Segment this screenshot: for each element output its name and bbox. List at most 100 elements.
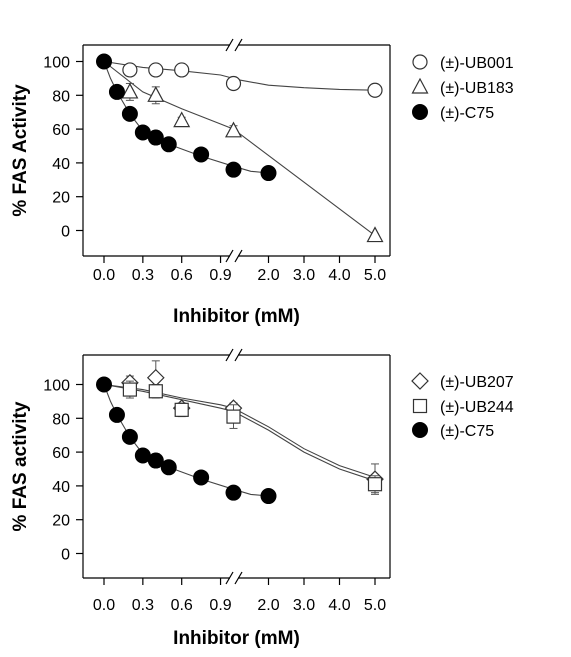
data-point <box>146 368 165 387</box>
legend-marker-circle-filled <box>412 422 428 438</box>
data-point <box>122 62 138 78</box>
data-point <box>260 165 277 182</box>
data-point <box>96 376 112 393</box>
data-point <box>122 382 138 397</box>
data-point <box>367 82 383 98</box>
legend: (±)-UB001 (±)-UB183 (±)-C75 <box>411 54 514 122</box>
axis-break-mark <box>225 348 234 362</box>
axis-break-mark <box>225 571 234 585</box>
axis-break-mark <box>234 571 243 585</box>
legend-marker-circle-open <box>412 54 428 70</box>
y-axis-title: % FAS Activity <box>10 84 31 217</box>
chart-1: 0 20 40 60 80 100 0.0 0.3 0.6 0.9 2.0 3.0 4.0 5.0 Inhi… <box>10 38 514 327</box>
legend-label: (±)-UB001 <box>440 55 514 72</box>
legend-label: (±)-C75 <box>440 423 494 440</box>
data-point <box>173 111 191 128</box>
legend-label: (±)-UB183 <box>440 80 514 97</box>
axis-break-mark <box>225 249 234 263</box>
data-point <box>121 428 138 445</box>
x-tick-label: 4.0 <box>328 267 350 284</box>
axis-break-mark <box>234 38 243 52</box>
series-diamond-open <box>103 360 384 495</box>
chart-2: 0 20 40 60 80 100 0.0 0.3 0.6 0.9 2.0 3.0 4.0 5.0 Inhi… <box>10 348 514 649</box>
data-point <box>108 83 125 100</box>
data-point <box>225 161 242 178</box>
fit-curve <box>103 383 376 478</box>
data-point <box>147 452 164 469</box>
data-point <box>174 402 189 417</box>
series-circle-open <box>96 53 383 98</box>
data-point <box>148 384 163 399</box>
y-tick-label: 100 <box>43 55 70 72</box>
series-square-open <box>103 380 383 494</box>
data-point <box>366 226 384 243</box>
y-tick-label: 80 <box>52 411 70 428</box>
data-point <box>147 86 165 102</box>
data-point <box>260 488 277 505</box>
fit-curve <box>103 383 376 482</box>
x-tick-label: 0.9 <box>209 597 231 614</box>
legend-marker-triangle-open <box>411 77 429 94</box>
legend: (±)-UB207 (±)-UB244 (±)-C75 <box>411 372 514 440</box>
legend-label: (±)-UB207 <box>440 374 514 391</box>
x-tick-label: 5.0 <box>364 597 386 614</box>
x-axis-title: Inhibitor (mM) <box>173 306 300 327</box>
x-tick-label: 4.0 <box>328 597 350 614</box>
data-point <box>121 82 139 99</box>
x-tick-label: 3.0 <box>293 267 315 284</box>
data-point <box>121 105 138 122</box>
x-tick-label: 2.0 <box>257 267 279 284</box>
y-tick-label: 20 <box>52 513 70 530</box>
x-tick-label: 0.9 <box>209 267 231 284</box>
y-tick-label: 100 <box>43 378 70 395</box>
fit-curve <box>103 61 376 237</box>
data-point <box>224 121 243 138</box>
data-point <box>174 62 190 78</box>
legend-label: (±)-UB244 <box>440 399 514 416</box>
x-axis-title: Inhibitor (mM) <box>173 628 300 649</box>
legend-label: (±)-C75 <box>440 105 494 122</box>
x-tick-label: 0.6 <box>171 267 193 284</box>
data-point <box>148 62 164 78</box>
x-tick-label: 3.0 <box>293 597 315 614</box>
x-tick-label: 0.0 <box>93 267 115 284</box>
plot-frame <box>82 38 391 263</box>
axis-break-mark <box>234 249 243 263</box>
y-tick-label: 0 <box>61 547 70 564</box>
axis-break-mark <box>225 38 234 52</box>
x-tick-label: 0.6 <box>171 597 193 614</box>
y-tick-label: 20 <box>52 190 70 207</box>
data-point <box>96 53 112 70</box>
data-point <box>367 477 383 492</box>
data-point <box>225 484 242 501</box>
plot-frame <box>82 348 391 585</box>
legend-marker-circle-filled <box>412 104 428 120</box>
legend-marker-diamond-open <box>411 372 429 390</box>
y-tick-label: 0 <box>61 224 70 241</box>
x-tick-label: 0.3 <box>132 267 154 284</box>
y-tick-label: 60 <box>52 122 70 139</box>
series-triangle-open <box>103 61 384 243</box>
series-circle-filled <box>96 53 277 182</box>
y-tick-label: 60 <box>52 445 70 462</box>
axis-break-mark <box>234 348 243 362</box>
y-tick-label: 40 <box>52 156 70 173</box>
data-point <box>108 406 125 423</box>
legend-marker-square-open <box>412 398 428 414</box>
y-tick-label: 40 <box>52 479 70 496</box>
data-point <box>160 459 177 476</box>
series-circle-filled <box>96 376 277 505</box>
data-point <box>193 146 210 163</box>
data-point <box>225 75 242 92</box>
y-axis-title: % FAS activity <box>10 401 31 531</box>
data-point <box>160 136 177 153</box>
x-tick-label: 5.0 <box>364 267 386 284</box>
x-tick-label: 0.0 <box>93 597 115 614</box>
y-tick-label: 80 <box>52 88 70 105</box>
data-point <box>226 409 241 424</box>
data-point <box>193 469 210 486</box>
data-point <box>147 129 164 146</box>
x-tick-label: 0.3 <box>132 597 154 614</box>
x-tick-label: 2.0 <box>257 597 279 614</box>
